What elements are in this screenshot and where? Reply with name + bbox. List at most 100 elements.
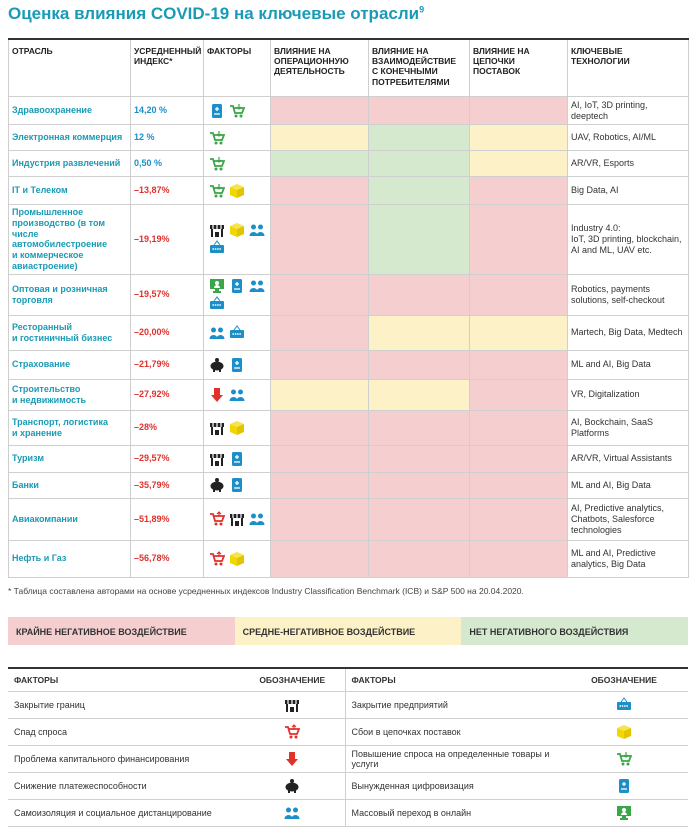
factors (203, 273, 271, 316)
icon-part (211, 426, 223, 435)
icon-part (210, 300, 224, 309)
icon-part (215, 478, 219, 483)
factor-icon (617, 697, 631, 710)
icon-part (214, 522, 218, 526)
table-row: Здравоохранение 14,20 % AI, IoT, 3D printi… (8, 96, 689, 125)
icon-part (249, 287, 258, 292)
icon-part (234, 454, 240, 463)
icon-part (212, 225, 222, 230)
icon-part (233, 324, 241, 331)
factor-icon (211, 387, 223, 402)
icon-part (235, 521, 239, 527)
table-row: Промышленное производство (в том числе а… (8, 204, 689, 275)
industry: Индустрия развлечений (8, 150, 131, 177)
industry: Авиакомпании (8, 497, 131, 541)
legend-item: КРАЙНЕ НЕГАТИВНОЕ ВОЗДЕЙСТВИЕ (8, 617, 235, 645)
factor-name: Закрытие предприятий (345, 691, 560, 719)
factor-icon (617, 725, 631, 739)
icon-part (621, 782, 627, 790)
icon-part (251, 513, 256, 519)
icon-part (237, 226, 244, 238)
icon-part (216, 550, 222, 557)
factors-table: ФАКТОРЫ ОБОЗНАЧЕНИЕ ФАКТОРЫ ОБОЗНАЧЕНИЕ Зак… (8, 667, 688, 827)
factor-icon-cell (560, 745, 688, 773)
factor-icon (230, 223, 244, 238)
icon-part (214, 284, 220, 288)
factor-icon (230, 551, 244, 566)
factor-icon (210, 183, 226, 197)
icon-part (219, 194, 223, 197)
factor-icon (210, 240, 224, 254)
column-header: ОБОЗНАЧЕНИЕ (240, 667, 346, 692)
impact-cell (469, 150, 568, 177)
factor-name: Закрытие границ (8, 691, 240, 719)
factors (203, 497, 271, 541)
table-row: Нефть и Газ –56,78% ML and AI, Predictive … (8, 539, 689, 578)
factor-name: Повышение спроса на определенные товары … (345, 745, 560, 773)
factor-icon (285, 700, 300, 712)
footnote-mark: 9 (419, 4, 425, 15)
icon-part (617, 728, 624, 739)
technologies: ML and AI, Big Data (567, 349, 689, 380)
industry: Страхование (8, 349, 131, 380)
impact-cell (368, 471, 470, 499)
icon-part (214, 106, 220, 115)
impact-cell (270, 444, 369, 473)
icon-part (234, 360, 240, 369)
icon-part (230, 554, 237, 566)
icon-part (623, 752, 629, 758)
index: –28% (130, 409, 204, 446)
column-header: ФАКТОРЫ (8, 667, 240, 692)
impact-cell (368, 314, 470, 351)
icon-part (210, 513, 226, 523)
index: –20,00% (130, 314, 204, 351)
icon-part (291, 724, 297, 730)
factor-icon (210, 225, 224, 238)
icon-part (285, 782, 299, 792)
factors (203, 314, 271, 351)
icon-part (213, 489, 215, 493)
icon-part (620, 818, 628, 820)
icon-part (286, 807, 292, 813)
icon-part (215, 280, 219, 285)
icon-part (216, 334, 225, 339)
icon-part (620, 697, 628, 703)
factor-icon-cell (240, 799, 346, 827)
title: Оценка влияния COVID-19 на ключевые отра… (8, 4, 424, 24)
icon-part (232, 514, 242, 519)
factor-icon (232, 478, 242, 493)
icon-part (289, 752, 296, 759)
factor-icon (230, 324, 244, 338)
impact-cell (270, 176, 369, 205)
column-header: ФАКТОРЫ (203, 38, 271, 97)
factor-name: Массовый переход в онлайн (345, 799, 560, 827)
technologies: AR/VR, Esports (567, 150, 689, 177)
impact-cell (270, 378, 369, 411)
icon-part (293, 807, 299, 813)
icon-part (211, 327, 216, 333)
factor-name: Проблема капитального финансирования (8, 745, 240, 773)
icon-part (213, 368, 215, 372)
icon-part (216, 511, 222, 518)
index: –21,79% (130, 349, 204, 380)
factor-icon-cell (240, 718, 346, 746)
impact-cell (270, 273, 369, 316)
impact-cell (469, 176, 568, 205)
factors (203, 96, 271, 125)
icon-part (251, 280, 256, 286)
impact-cell (368, 497, 470, 541)
factors (203, 176, 271, 205)
icon-part (294, 790, 297, 793)
impact-cell (368, 273, 470, 316)
icon-part (210, 157, 226, 167)
industry: Здравоохранение (8, 96, 131, 125)
table-body: Закрытие границ Закрытие предприятий Спад … (8, 691, 688, 827)
icon-part (214, 387, 220, 395)
factor-icon (210, 453, 224, 466)
industry: Транспорт, логистика и хранение (8, 409, 131, 446)
index: –51,89% (130, 497, 204, 541)
factor-icon-cell (560, 799, 688, 827)
icon-part (215, 429, 219, 435)
impact-cell (270, 409, 369, 446)
